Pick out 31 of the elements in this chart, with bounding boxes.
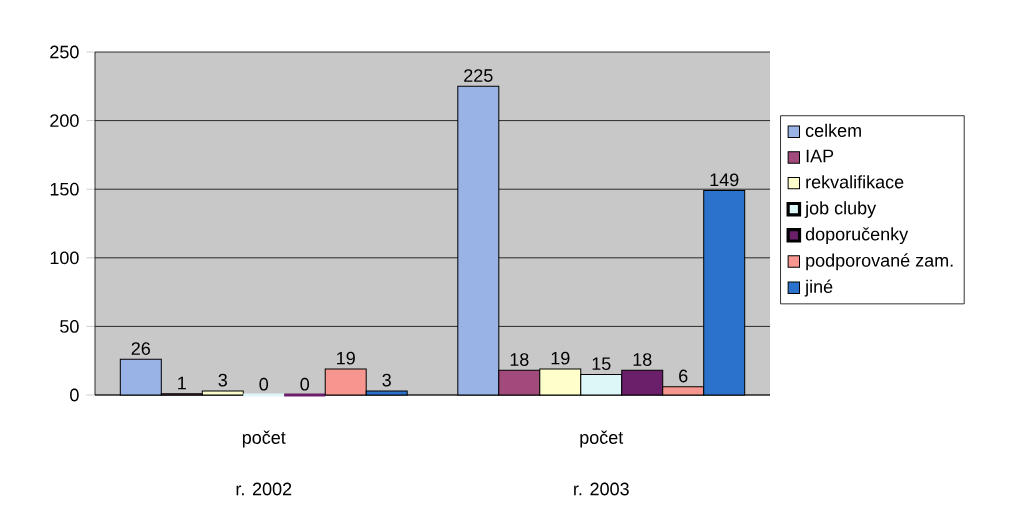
data-label: 149 [710, 173, 739, 187]
y-tick-label: 100 [50, 251, 79, 265]
data-label: 225 [464, 69, 493, 82]
legend-label: rekvalifikace [806, 175, 904, 189]
data-label: 15 [592, 357, 611, 371]
legend-label: jiné [804, 279, 833, 297]
data-label: 18 [633, 353, 652, 366]
data-label: 19 [337, 351, 355, 365]
legend-label: celkem [805, 123, 861, 137]
data-label: 3 [382, 373, 391, 387]
data-label: 18 [510, 353, 529, 366]
y-tick-label: 0 [70, 388, 79, 402]
text: r. 2003 [574, 482, 629, 496]
data-label: 3 [218, 373, 227, 387]
data-label: 19 [551, 351, 570, 365]
text: r. 2002 [236, 482, 292, 496]
legend-label: IAP [806, 149, 834, 163]
legend-label: doporučenky [805, 227, 909, 245]
legend-label: podporované zam. [806, 253, 953, 271]
data-label: 6 [679, 369, 688, 383]
x-tick-label: počet [580, 430, 624, 448]
data-label: 0 [300, 377, 310, 391]
y-tick-label: 250 [50, 45, 79, 59]
legend-label: job cluby [804, 201, 877, 218]
data-label: 1 [178, 376, 186, 390]
y-tick-label: 150 [50, 182, 79, 196]
x-tick-label: počet [242, 430, 286, 448]
data-label: 26 [131, 342, 151, 355]
y-tick-label: 50 [60, 320, 79, 333]
data-label: 0 [259, 377, 269, 391]
y-tick-label: 200 [50, 114, 79, 127]
